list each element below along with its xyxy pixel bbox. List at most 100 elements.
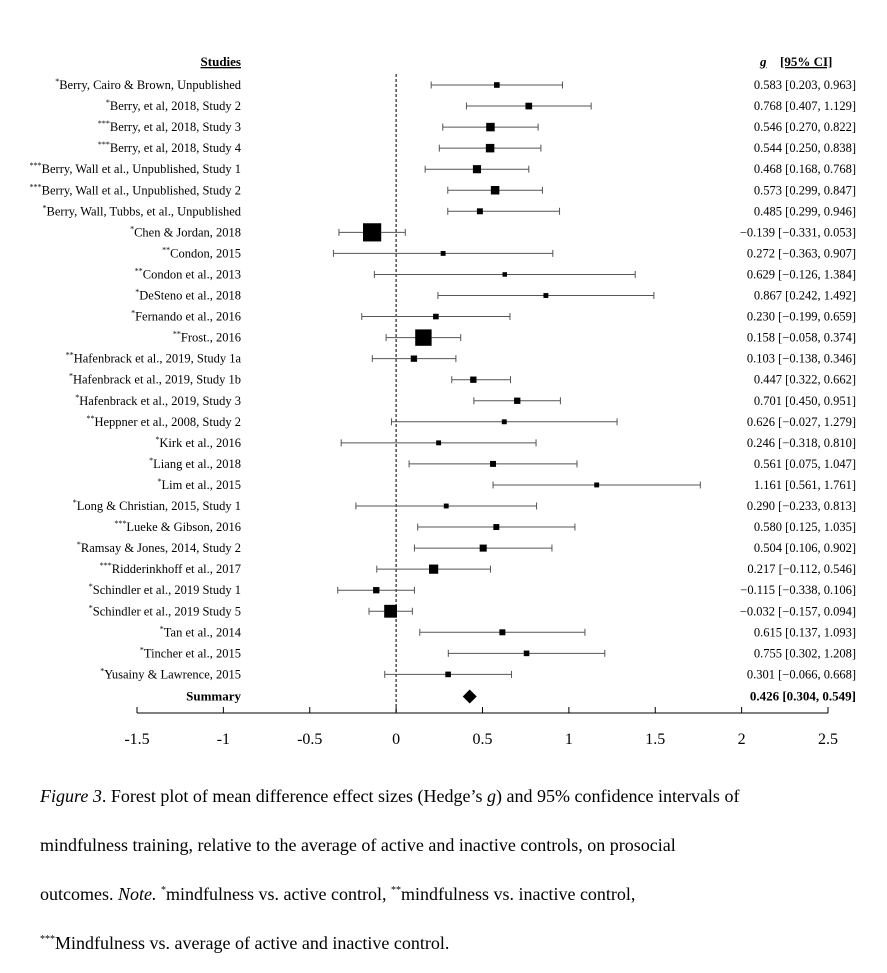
study-name: Berry, Wall et al., Unpublished, Study 1 <box>42 162 241 176</box>
effect-size-stat: 0.230 [−0.199, 0.659] <box>747 310 856 324</box>
effect-size-marker <box>445 671 451 678</box>
effect-size-marker <box>502 272 508 277</box>
study-label: *DeSteno et al., 2018 <box>135 288 241 303</box>
x-tick-label: -0.5 <box>297 731 322 748</box>
effect-size-marker <box>433 313 439 320</box>
study-name: Long & Christian, 2015, Study 1 <box>77 499 241 513</box>
effect-size-stat: 0.485 [0.299, 0.946] <box>754 204 856 218</box>
study-marker: * <box>155 435 159 444</box>
study-marker: * <box>149 456 153 465</box>
study-marker: * <box>130 224 134 233</box>
effect-size-marker <box>486 122 495 132</box>
study-name: Yusainy & Lawrence, 2015 <box>104 667 241 681</box>
effect-size-marker <box>543 293 549 298</box>
study-marker: * <box>55 77 59 86</box>
effect-size-marker <box>490 186 500 195</box>
study-row: **Condon et al., 2013 0.629 [−0.126, 1.38… <box>135 266 856 281</box>
effect-size-stat: 0.573 [0.299, 0.847] <box>754 183 856 197</box>
effect-size-stat: −0.139 [−0.331, 0.053] <box>740 225 856 239</box>
x-tick-label: -1.5 <box>124 731 149 748</box>
study-marker: * <box>69 372 73 381</box>
study-name: Condon, 2015 <box>170 246 241 260</box>
effect-size-marker <box>363 223 382 242</box>
study-name: Berry, Cairo & Brown, Unpublished <box>59 78 242 92</box>
effect-size-stat: 0.626 [−0.027, 1.279] <box>747 415 856 429</box>
study-name: Lueke & Gibson, 2016 <box>126 520 241 534</box>
study-row: ***Lueke & Gibson, 2016 0.580 [0.125, 1.0… <box>114 519 856 534</box>
effect-size-stat: −0.032 [−0.157, 0.094] <box>740 604 856 618</box>
figure-caption: Figure 3. Forest plot of mean difference… <box>40 785 870 954</box>
study-marker: *** <box>100 561 112 570</box>
effect-size-stat: 0.701 [0.450, 0.951] <box>754 394 856 408</box>
study-name: Berry, et al, 2018, Study 3 <box>110 120 241 134</box>
study-name: Berry, et al, 2018, Study 4 <box>110 141 242 155</box>
study-row: **Heppner et al., 2008, Study 2 0.626 [−0… <box>86 414 856 429</box>
effect-size-marker <box>476 208 483 215</box>
study-name: Berry, Wall et al., Unpublished, Study 2 <box>42 183 241 197</box>
study-row: *Fernando et al., 2016 0.230 [−0.199, 0.6… <box>131 309 856 324</box>
study-marker: * <box>100 666 104 675</box>
note-text-2: mindfulness vs. inactive control, <box>400 884 636 904</box>
study-label: **Frost., 2016 <box>173 330 241 345</box>
study-marker: * <box>158 477 162 486</box>
study-name: Kirk et al., 2016 <box>159 436 241 450</box>
study-name: Liang et al., 2018 <box>153 457 241 471</box>
effect-size-stat: 0.768 [0.407, 1.129] <box>754 99 856 113</box>
study-label: ***Lueke & Gibson, 2016 <box>114 519 241 534</box>
effect-size-stat: 0.755 [0.302, 1.208] <box>754 646 856 660</box>
study-name: Lim et al., 2015 <box>162 478 242 492</box>
effect-size-stat: 0.561 [0.075, 1.047] <box>754 457 856 471</box>
study-name: Berry, et al, 2018, Study 2 <box>110 99 241 113</box>
effect-size-marker <box>493 524 500 531</box>
study-marker: *** <box>30 161 42 170</box>
study-label: *Kirk et al., 2016 <box>155 435 241 450</box>
study-marker: ** <box>135 266 143 275</box>
effect-size-marker <box>443 503 449 509</box>
study-row: *Long & Christian, 2015, Study 1 0.290 [−… <box>73 498 856 513</box>
effect-size-stat: 0.504 [0.106, 0.902] <box>754 541 856 555</box>
study-row: *Berry, et al, 2018, Study 2 0.768 [0.407… <box>106 98 856 113</box>
note-label: Note. <box>118 884 157 904</box>
study-label: *Hafenbrack et al., 2019, Study 1b <box>69 372 241 387</box>
study-marker: *** <box>30 182 42 191</box>
study-row: **Frost., 2016 0.158 [−0.058, 0.374] <box>173 329 856 346</box>
ci-header: [95% CI] <box>780 54 832 69</box>
caption-line-3: outcomes. Note. *mindfulness vs. active … <box>40 883 870 905</box>
study-marker: *** <box>98 140 110 149</box>
study-label: ***Berry, Wall et al., Unpublished, Stud… <box>30 161 241 176</box>
caption-line-4: ***Mindfulness vs. average of active and… <box>40 932 870 954</box>
study-marker: * <box>77 540 81 549</box>
study-label: *Berry, Wall, Tubbs, et al., Unpublished <box>43 203 242 218</box>
study-label: *Chen & Jordan, 2018 <box>130 224 241 239</box>
summary-diamond <box>462 689 477 704</box>
effect-size-marker <box>490 460 497 467</box>
x-tick-label: 0.5 <box>473 731 493 748</box>
study-row: *Tan et al., 2014 0.615 [0.137, 1.093] <box>160 624 856 639</box>
study-label: ***Berry, et al, 2018, Study 3 <box>98 119 241 134</box>
study-row: *Liang et al., 2018 0.561 [0.075, 1.047] <box>149 456 856 471</box>
study-label: *Tincher et al., 2015 <box>140 645 241 660</box>
g-symbol: g <box>487 786 497 806</box>
effect-size-stat: 0.546 [0.270, 0.822] <box>754 120 856 134</box>
study-row: ***Berry, et al, 2018, Study 4 0.544 [0.2… <box>98 140 856 155</box>
study-marker: * <box>89 582 93 591</box>
study-row: *Schindler et al., 2019 Study 1 −0.115 [−… <box>89 582 856 597</box>
effect-size-marker <box>499 629 506 636</box>
study-row: *DeSteno et al., 2018 0.867 [0.242, 1.492… <box>135 288 856 303</box>
effect-size-marker <box>485 143 495 153</box>
study-row: *Berry, Wall, Tubbs, et al., Unpublished… <box>43 203 856 218</box>
study-marker: *** <box>98 119 110 128</box>
study-label: *Berry, Cairo & Brown, Unpublished <box>55 77 242 92</box>
study-row: **Condon, 2015 0.272 [−0.363, 0.907] <box>162 245 856 260</box>
effect-size-stat: 0.103 [−0.138, 0.346] <box>747 352 856 366</box>
figure-label: Figure 3 <box>40 786 102 806</box>
effect-size-stat: 0.468 [0.168, 0.768] <box>754 162 856 176</box>
effect-size-stat: 0.246 [−0.318, 0.810] <box>747 436 856 450</box>
effect-size-marker <box>415 329 432 346</box>
effect-size-stat: 0.447 [0.322, 0.662] <box>754 373 856 387</box>
effect-size-marker <box>594 482 600 488</box>
x-tick-label: -1 <box>217 731 230 748</box>
study-name: DeSteno et al., 2018 <box>139 289 241 303</box>
x-tick-label: 1.5 <box>645 731 665 748</box>
study-label: **Condon et al., 2013 <box>135 266 241 281</box>
